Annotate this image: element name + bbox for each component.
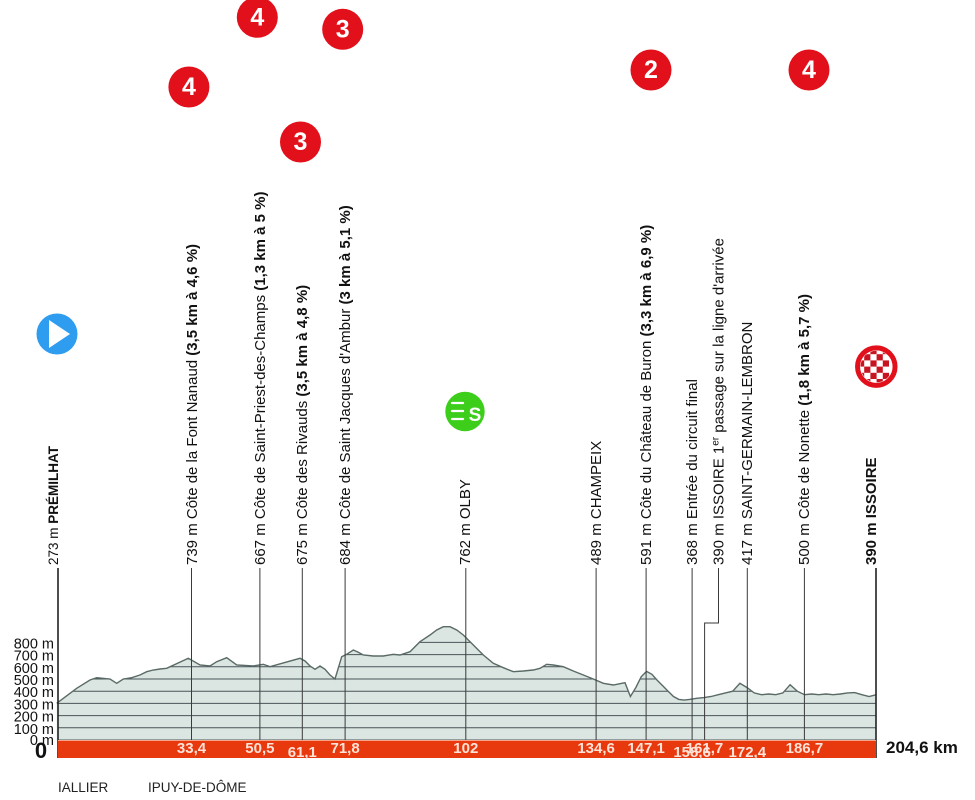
svg-text:390 m ISSOIRE: 390 m ISSOIRE	[863, 457, 880, 565]
svg-text:500 m Côte de Nonette (1,8 km: 500 m Côte de Nonette (1,8 km à 5,7 %)	[796, 294, 813, 565]
svg-text:102: 102	[453, 740, 478, 757]
svg-text:390 m ISSOIRE 1er passage sur: 390 m ISSOIRE 1er passage sur la ligne d…	[710, 238, 728, 565]
svg-text:IPUY-DE-DÔME: IPUY-DE-DÔME	[148, 780, 247, 795]
svg-text:684 m Côte de Saint Jacques d': 684 m Côte de Saint Jacques d'Ambur (3 k…	[337, 205, 354, 565]
svg-text:273 m PRÉMILHAT: 273 m PRÉMILHAT	[46, 445, 61, 565]
svg-text:IALLIER: IALLIER	[58, 780, 109, 795]
svg-text:172,4: 172,4	[729, 744, 767, 761]
svg-text:71,8: 71,8	[330, 740, 359, 757]
svg-text:33,4: 33,4	[177, 740, 207, 757]
svg-text:489 m CHAMPEIX: 489 m CHAMPEIX	[588, 441, 605, 565]
svg-text:50,5: 50,5	[245, 740, 274, 757]
svg-text:147,1: 147,1	[627, 740, 665, 757]
svg-text:0: 0	[35, 738, 47, 763]
svg-text:186,7: 186,7	[786, 740, 824, 757]
svg-text:204,6 km: 204,6 km	[886, 738, 958, 757]
svg-text:675 m Côte des Rivauds (3,5 k: 675 m Côte des Rivauds (3,5 km à 4,8 %)	[294, 285, 311, 565]
svg-text:667 m Côte de Saint-Priest-des: 667 m Côte de Saint-Priest-des-Champs (1…	[252, 191, 269, 565]
svg-text:417 m SAINT-GERMAIN-LEMBRON: 417 m SAINT-GERMAIN-LEMBRON	[739, 322, 756, 565]
svg-text:134,6: 134,6	[577, 740, 615, 757]
svg-text:61,1: 61,1	[288, 744, 317, 761]
svg-text:591 m Côte du Château de Buron: 591 m Côte du Château de Buron (3,3 km à…	[638, 225, 655, 565]
svg-text:161,7: 161,7	[686, 740, 724, 757]
svg-text:S: S	[469, 405, 482, 426]
svg-text:739 m Côte de la Font Nanaud: 739 m Côte de la Font Nanaud (3,5 km à 4…	[184, 244, 201, 565]
svg-text:368 m Entrée du circuit final: 368 m Entrée du circuit final	[684, 379, 701, 565]
svg-text:762 m OLBY: 762 m OLBY	[457, 479, 474, 565]
